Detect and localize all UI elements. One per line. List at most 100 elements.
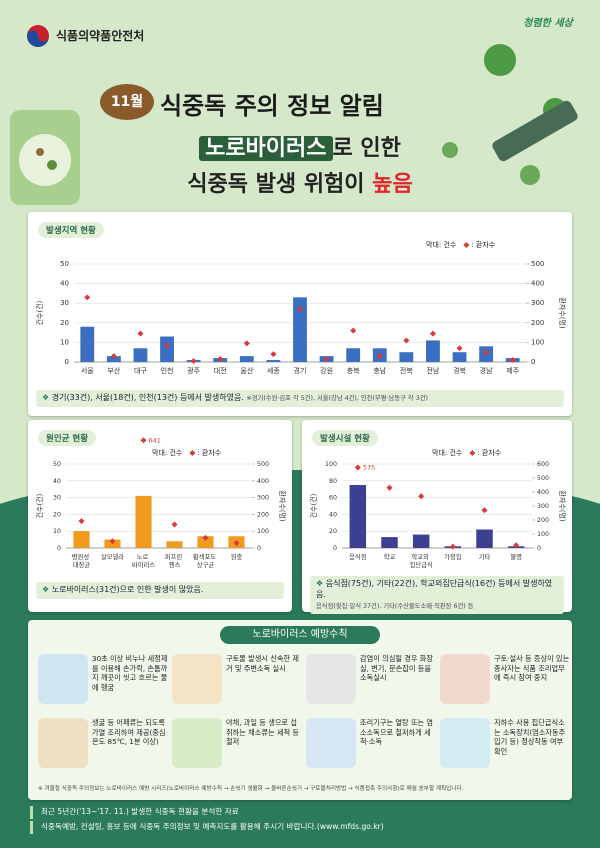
point <box>297 306 303 313</box>
bar <box>135 495 152 548</box>
x-tick-label-line: 바이러스 <box>132 560 155 569</box>
bar <box>293 297 307 362</box>
legend-label: : 환자수 <box>197 448 221 457</box>
legend-label: 막대: 건수 <box>432 448 463 457</box>
y-tick-label: 40 <box>53 478 61 485</box>
prevention-icon <box>172 718 222 768</box>
y2-axis-title: 환자수(명) <box>558 490 567 521</box>
point <box>78 518 85 525</box>
prevention-icon <box>172 654 222 704</box>
x-tick-label-line: 집단급식 <box>410 560 433 569</box>
x-tick-label: 대전 <box>214 366 227 375</box>
x-tick-label-line: 퍼프린 <box>165 552 184 561</box>
point <box>202 534 209 541</box>
point <box>418 493 425 500</box>
bar <box>381 537 398 548</box>
y2-tick-label: 200 <box>531 319 544 327</box>
point <box>140 437 147 444</box>
footer-note: 최근 5년간('13~'17. 11.) 발생한 식중독 현황을 분석한 자료 <box>30 806 570 819</box>
x-tick-label: 병원성 대장균 <box>72 552 91 569</box>
prevention-text: 지하수 사용 집단급식소는 소독장치(염소자동주입기 등) 정상작동 여부 확인 <box>494 718 566 757</box>
prevention-icon <box>38 654 88 704</box>
chart-title: 발생시설 현황 <box>320 433 370 444</box>
y-tick-label: 20 <box>329 528 337 535</box>
prevention-text: 야채, 과일 등 생으로 섭취하는 채소류는 세척 등 철저 <box>226 718 299 747</box>
y2-tick-label: 0 <box>537 545 541 552</box>
point <box>233 539 240 546</box>
bar <box>349 485 367 548</box>
slogan: 청렴한 세상 <box>523 18 573 29</box>
chart-title: 발생지역 현황 <box>46 225 96 236</box>
y-axis-title: 건수(건) <box>309 493 318 518</box>
point <box>509 357 516 364</box>
x-tick-label-line: 상구균 <box>197 560 215 569</box>
x-tick-label: 광주 <box>187 367 200 375</box>
x-tick-label-line: 학교외 <box>411 552 430 561</box>
y-tick-label: 60 <box>329 495 337 502</box>
x-tick-label-line: 황색포도 <box>193 552 218 561</box>
y-tick-label: 100 <box>325 461 337 468</box>
headline-rest: 로 인한 <box>332 136 401 161</box>
headline-text: 식중독 발생 위험이 <box>187 172 365 197</box>
prevention-text: 감염이 의심될 경우 화장실, 변기, 문손잡이 등을 소독실시 <box>360 654 433 683</box>
prevention-item: 생굴 등 어패류는 되도록 가열 조리하여 제공(중심온도 85℃, 1분 이상… <box>38 716 170 774</box>
bar <box>426 340 440 362</box>
y2-tick-label: 500 <box>537 475 549 482</box>
y-tick-label: 0 <box>57 545 61 552</box>
x-tick-label: 인천 <box>161 366 174 375</box>
prevention-title: 노로바이러스 예방수칙 <box>220 626 380 644</box>
x-tick-label: 노로 바이러스 <box>132 553 155 569</box>
bar <box>266 360 281 362</box>
y-axis-title: 건수(건) <box>35 493 44 518</box>
y2-tick-label: 600 <box>537 461 549 468</box>
y2-tick-label: 300 <box>531 299 544 307</box>
note-main: 음식점(75건), 기타(22건), 학교외집단급식(16건) 등에서 발생하였… <box>316 579 552 599</box>
x-tick-label: 학교 <box>384 552 396 561</box>
legend-marker <box>463 242 470 248</box>
note: 경기(33건), 서울(18건), 인천(13건) 등에서 발생하였음. ※경기… <box>36 390 564 407</box>
prevention-text: 30초 이상 비누나 세정제를 이용해 손가락, 손톱까지 깨끗이 씻고 흐르는… <box>92 654 168 693</box>
title: 식중독 주의 정보 알림 <box>160 92 384 120</box>
footer-note: 식중독예방, 컨설팅, 홍보 등에 식중독 주의정보 및 예측지도를 활용해 주… <box>30 820 570 834</box>
prevention-item: 구토·설사 등 증상이 있는 종사자는 식품 조리업무에 즉시 참여 중지 <box>440 652 572 710</box>
x-tick-label-line: 대장균 <box>73 560 91 569</box>
x-tick-label: 가정집 <box>444 552 461 561</box>
x-tick-label: 제주 <box>506 367 519 375</box>
x-tick-label: 학교외 집단급식 <box>410 552 433 569</box>
y-tick-label: 20 <box>53 511 61 518</box>
point <box>243 340 250 347</box>
y2-tick-label: 400 <box>257 478 269 485</box>
point <box>386 484 393 491</box>
legend-label: 막대: 건수 <box>426 240 457 249</box>
y2-tick-label: 500 <box>531 260 544 268</box>
bar <box>73 531 90 548</box>
x-tick-label: 전북 <box>400 366 413 375</box>
x-tick-label: 원충 <box>231 552 243 561</box>
bar <box>239 356 254 362</box>
facility-panel: 발생시설 현황 막대: 건수: 환자수 0 20 40 60 80 100 0 100 200 300… <box>302 420 572 615</box>
y-tick-label: 10 <box>53 528 61 535</box>
point <box>513 542 520 549</box>
headline-line2: 식중독 발생 위험이 높음 <box>150 166 450 198</box>
y2-tick-label: 300 <box>257 495 269 502</box>
bar <box>197 536 214 548</box>
point <box>403 337 410 344</box>
legend-marker <box>469 450 476 456</box>
point <box>483 349 490 356</box>
prevention-item: 지하수 사용 집단급식소는 소독장치(염소자동주입기 등) 정상작동 여부 확인 <box>440 716 572 774</box>
y-tick-label: 40 <box>60 280 69 288</box>
x-tick-label: 경기 <box>294 366 307 375</box>
y2-tick-label: 400 <box>531 280 544 288</box>
point <box>449 543 456 550</box>
chart-title: 원인균 현황 <box>46 433 88 444</box>
y-tick-label: 80 <box>329 478 337 485</box>
point <box>323 356 330 363</box>
y-tick-label: 0 <box>333 545 337 552</box>
y-tick-label: 50 <box>60 260 69 268</box>
y2-tick-label: 100 <box>537 531 549 538</box>
y2-tick-label: 0 <box>257 545 261 552</box>
prevention-icon <box>306 718 356 768</box>
